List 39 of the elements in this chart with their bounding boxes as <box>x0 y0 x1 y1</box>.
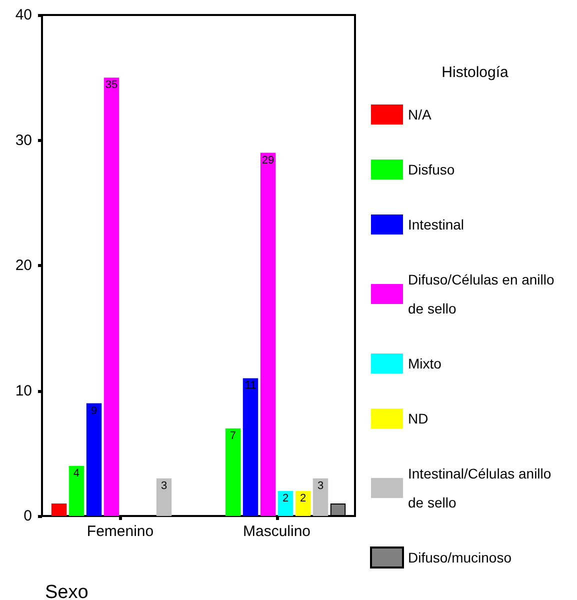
bar <box>86 403 102 516</box>
bar <box>295 490 311 516</box>
bar <box>242 378 258 516</box>
y-tick-label: 10 <box>15 382 32 400</box>
x-axis-title: Sexo <box>45 582 88 600</box>
y-tick-label: 0 <box>24 508 32 524</box>
data-label: 4 <box>73 467 80 480</box>
legend-label: Difuso/Células en anillo de sello <box>408 272 558 316</box>
legend-label: Intestinal <box>408 216 464 232</box>
data-label: 35 <box>105 79 118 92</box>
x-tick-label: Masculino <box>242 523 311 540</box>
data-label: 9 <box>90 404 98 417</box>
bar <box>260 152 276 516</box>
bar <box>330 503 346 516</box>
y-tick-label: 30 <box>15 132 32 149</box>
bar <box>51 503 67 516</box>
bar <box>104 78 120 516</box>
bar <box>278 490 294 516</box>
data-label: 2 <box>282 492 289 504</box>
legend-label: Disfuso <box>408 162 455 178</box>
data-label: 29 <box>262 154 274 166</box>
legend-label: ND <box>408 410 428 426</box>
data-label: 11 <box>244 380 256 392</box>
data-label: 3 <box>160 480 168 492</box>
bar <box>312 478 328 516</box>
x-tick-label: Femenino <box>86 523 154 540</box>
bar <box>156 478 172 516</box>
y-tick-label: 20 <box>15 257 32 274</box>
legend-title: Histología <box>442 64 510 81</box>
data-label: 7 <box>230 430 236 442</box>
legend-label: Difuso/mucinoso <box>408 550 512 566</box>
legend-label: N/A <box>408 106 432 122</box>
legend-label: Mixto <box>408 356 442 372</box>
legend-label: Intestinal/Células anillo de sello <box>408 466 556 510</box>
data-label: 2 <box>300 492 306 504</box>
bar <box>225 428 241 516</box>
y-tick-label: 40 <box>15 6 32 24</box>
data-label: 3 <box>317 480 324 492</box>
bar <box>68 466 84 516</box>
